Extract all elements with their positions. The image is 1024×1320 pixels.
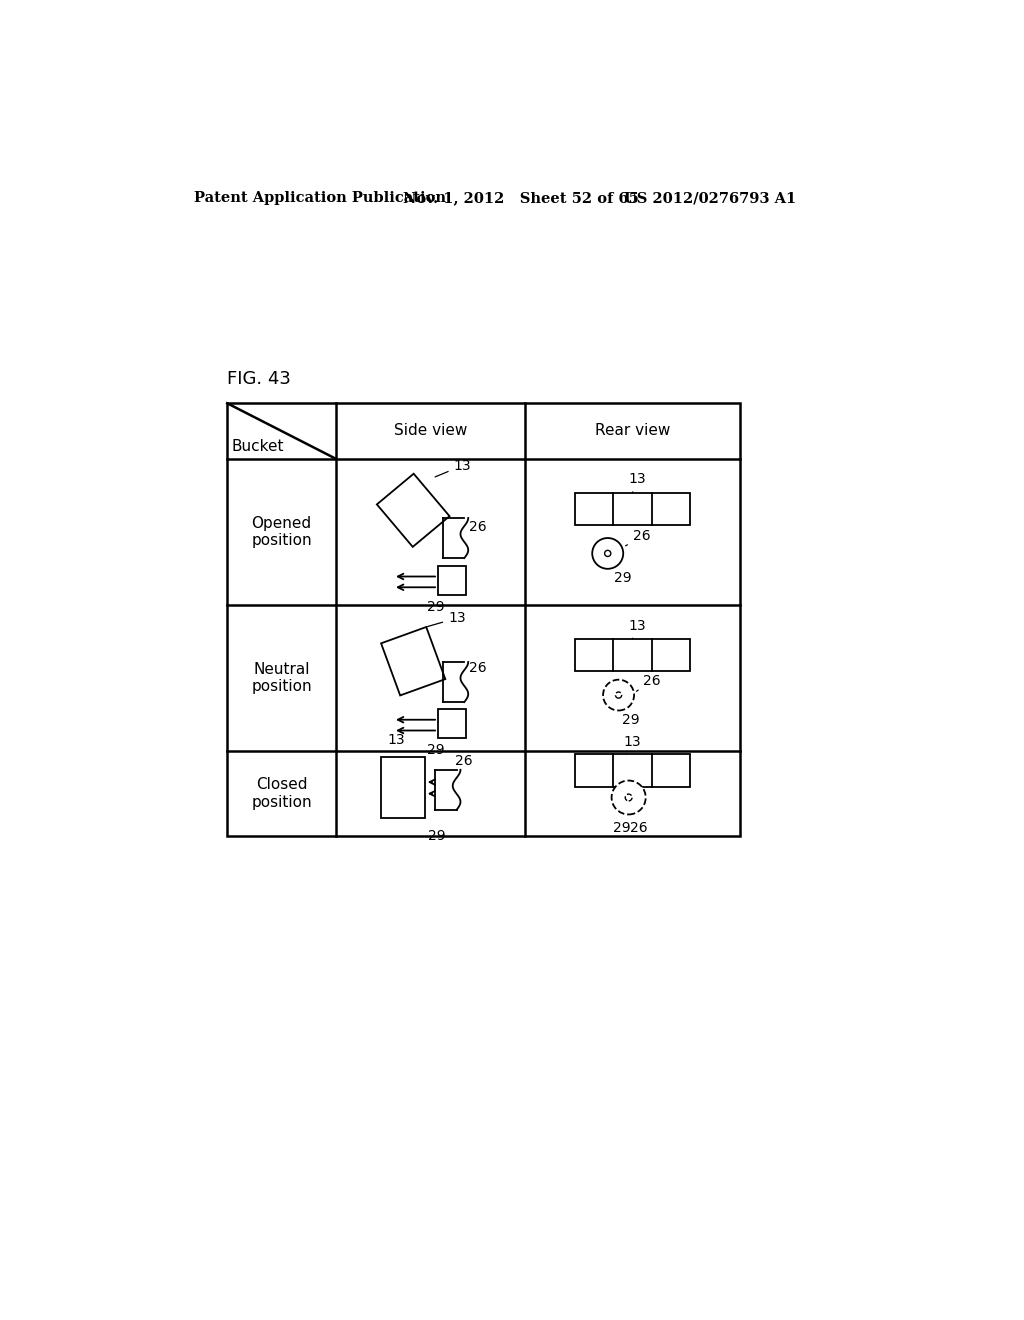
Text: 29: 29 (427, 743, 444, 756)
Bar (438, 566, 466, 595)
Bar (575, 755, 690, 787)
Text: 29: 29 (428, 829, 445, 843)
Text: Patent Application Publication: Patent Application Publication (194, 191, 445, 206)
Text: Side view: Side view (393, 424, 467, 438)
Polygon shape (435, 770, 461, 810)
Bar (575, 492, 690, 525)
Bar (227, 404, 740, 836)
Circle shape (604, 550, 611, 557)
Circle shape (611, 780, 646, 814)
Text: Closed
position: Closed position (251, 777, 311, 810)
Text: 13: 13 (629, 619, 646, 639)
Text: Opened
position: Opened position (251, 516, 311, 548)
Polygon shape (377, 474, 450, 546)
Text: Neutral
position: Neutral position (251, 661, 311, 694)
Bar (381, 756, 425, 818)
Circle shape (626, 795, 632, 801)
Text: 26: 26 (469, 661, 486, 675)
Circle shape (592, 539, 624, 569)
Circle shape (603, 680, 634, 710)
Polygon shape (381, 627, 445, 696)
Text: 13: 13 (629, 473, 646, 492)
Text: Rear view: Rear view (595, 424, 671, 438)
Text: 26: 26 (469, 520, 486, 535)
Text: 26: 26 (636, 675, 662, 692)
Text: 26: 26 (455, 754, 473, 767)
Polygon shape (442, 663, 468, 702)
Text: Nov. 1, 2012   Sheet 52 of 65: Nov. 1, 2012 Sheet 52 of 65 (403, 191, 639, 206)
Text: 13: 13 (435, 458, 471, 477)
Text: 13: 13 (427, 611, 466, 627)
Text: 13: 13 (624, 735, 641, 755)
Polygon shape (442, 517, 468, 558)
Bar (575, 639, 690, 671)
Text: US 2012/0276793 A1: US 2012/0276793 A1 (624, 191, 797, 206)
Text: FIG. 43: FIG. 43 (227, 370, 291, 388)
Circle shape (615, 692, 622, 698)
Text: 26: 26 (626, 529, 650, 546)
Text: Bucket: Bucket (231, 440, 285, 454)
Text: 29: 29 (614, 572, 632, 585)
Text: 29: 29 (427, 599, 444, 614)
Text: 26: 26 (630, 821, 648, 836)
Text: 29: 29 (613, 821, 631, 836)
Bar (438, 709, 466, 738)
Text: 29: 29 (623, 713, 640, 727)
Text: 13: 13 (388, 734, 406, 747)
